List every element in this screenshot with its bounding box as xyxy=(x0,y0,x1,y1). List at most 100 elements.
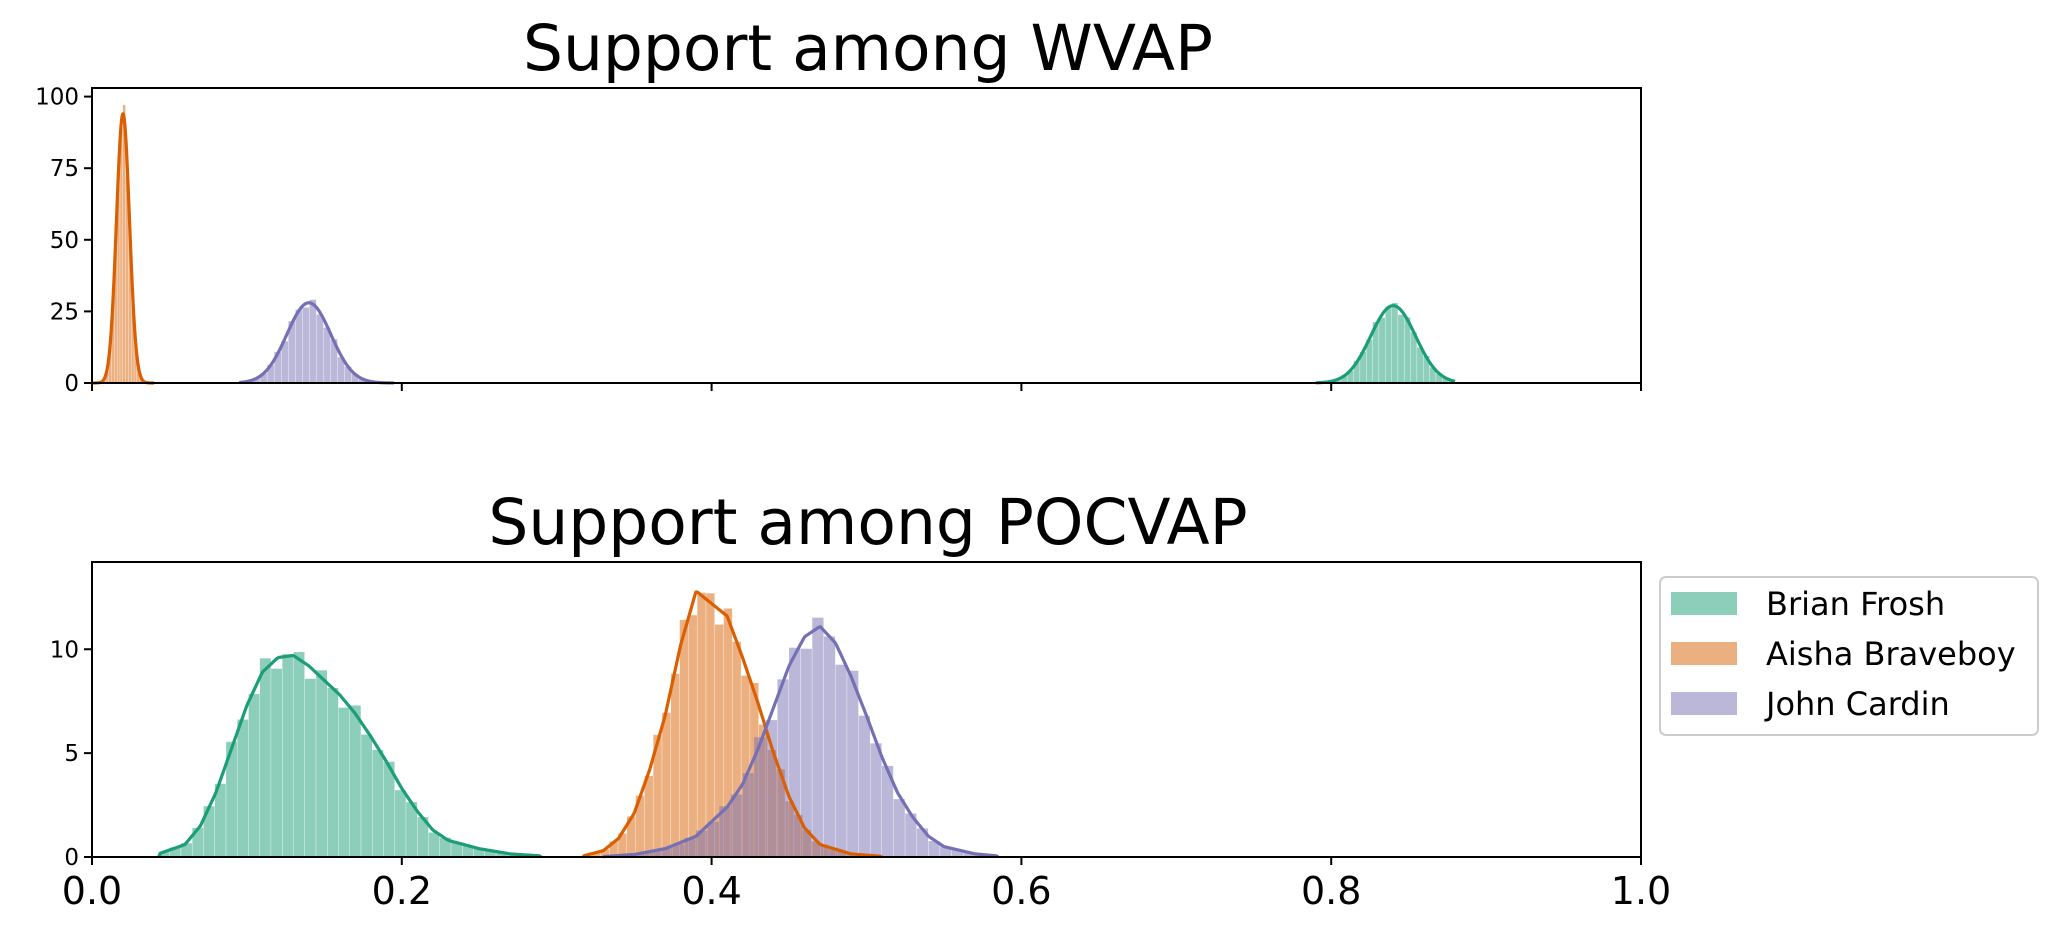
histogram-bar-cardin xyxy=(881,765,894,857)
histogram-bar-cardin xyxy=(274,351,282,383)
histogram-bar-braveboy xyxy=(626,816,636,857)
histogram-bar-frosh xyxy=(1379,317,1386,383)
histogram-bar-frosh xyxy=(406,802,418,857)
histogram-bar-braveboy xyxy=(111,302,115,383)
histogram-bar-braveboy xyxy=(134,345,137,383)
histogram-bar-cardin xyxy=(684,837,696,857)
histogram-bar-frosh xyxy=(214,783,226,857)
histogram-bar-cardin xyxy=(812,617,824,857)
histogram-bar-frosh xyxy=(1366,339,1373,383)
legend-box xyxy=(1659,576,2039,736)
legend-swatch-frosh xyxy=(1671,592,1737,615)
histogram-bar-braveboy xyxy=(706,593,715,857)
histogram-bar-frosh xyxy=(349,705,361,857)
histogram-bar-braveboy xyxy=(688,615,697,857)
histogram-bar-braveboy xyxy=(679,619,689,857)
y-tick-label: 75 xyxy=(50,156,79,182)
histogram-bar-cardin xyxy=(672,844,685,857)
legend-label-frosh: Brian Frosh xyxy=(1766,585,1945,623)
histogram-bar-frosh xyxy=(1347,370,1354,383)
histogram-bar-frosh xyxy=(304,678,316,857)
histogram-bar-frosh xyxy=(192,827,204,857)
y-axis-pocvap: 0 5 10 xyxy=(50,637,92,871)
x-tick-label: 0.6 xyxy=(991,869,1051,913)
legend-swatch-braveboy xyxy=(1671,642,1737,665)
histogram-bar-cardin xyxy=(638,852,650,857)
histogram-bars-wvap xyxy=(92,104,1455,384)
histogram-bar-frosh xyxy=(1429,367,1436,383)
histogram-bar-cardin xyxy=(316,314,324,383)
histogram-bar-cardin xyxy=(730,794,743,857)
density-lines-pocvap xyxy=(157,590,1000,859)
histogram-bar-cardin xyxy=(823,636,836,857)
histogram-bar-cardin xyxy=(351,374,359,383)
histogram-bar-braveboy xyxy=(591,852,601,857)
histogram-bar-frosh xyxy=(293,652,305,857)
histogram-bar-frosh xyxy=(462,846,474,857)
histogram-bar-frosh xyxy=(1436,373,1443,383)
chart-title-wvap: Support among WVAP xyxy=(523,12,1213,85)
histogram-bar-frosh xyxy=(1423,355,1430,383)
histogram-bar-cardin xyxy=(963,852,975,857)
y-tick-label: 50 xyxy=(50,228,79,254)
legend-label-braveboy: Aisha Braveboy xyxy=(1766,635,2016,673)
histogram-bar-frosh xyxy=(1372,322,1379,383)
histogram-bar-braveboy xyxy=(117,170,120,383)
histogram-bar-cardin xyxy=(928,841,940,857)
histogram-bar-frosh xyxy=(259,658,271,857)
histogram-bar-braveboy xyxy=(128,231,132,383)
histogram-bar-cardin xyxy=(323,327,331,383)
histogram-bar-cardin xyxy=(893,799,905,857)
legend-label-cardin: John Cardin xyxy=(1764,685,1950,723)
density-line-cardin xyxy=(602,625,1000,859)
histogram-bar-cardin xyxy=(835,664,847,857)
y-tick-label: 5 xyxy=(64,741,79,767)
histogram-bar-braveboy xyxy=(618,833,627,857)
histogram-bar-frosh xyxy=(1442,377,1449,383)
histogram-bar-cardin xyxy=(302,307,310,383)
histogram-bar-frosh xyxy=(169,847,181,857)
histogram-bar-cardin xyxy=(858,715,870,857)
histogram-bar-braveboy xyxy=(635,795,645,857)
histogram-bar-cardin xyxy=(696,830,708,857)
density-lines-wvap xyxy=(90,112,1457,385)
histogram-bar-cardin xyxy=(777,679,789,857)
histogram-bar-braveboy xyxy=(653,734,662,857)
histogram-bar-frosh xyxy=(439,837,451,857)
histogram-bar-frosh xyxy=(1410,332,1417,383)
histogram-bar-braveboy xyxy=(732,641,741,857)
histogram-bar-cardin xyxy=(765,720,778,857)
histogram-bar-frosh xyxy=(203,806,215,857)
x-axis-wvap xyxy=(91,383,1642,391)
histogram-bar-cardin xyxy=(649,850,661,857)
histogram-bar-cardin xyxy=(288,321,296,383)
axes-frame-wvap xyxy=(91,87,1642,384)
histogram-bar-frosh xyxy=(484,850,496,857)
histogram-bar-cardin xyxy=(260,373,267,383)
density-line-braveboy xyxy=(90,112,156,385)
histogram-bar-braveboy xyxy=(137,366,140,383)
histogram-bar-frosh xyxy=(1404,317,1411,383)
histogram-bar-cardin xyxy=(847,670,859,857)
histogram-bar-cardin xyxy=(800,648,812,857)
axes-frame-pocvap xyxy=(91,561,1642,858)
histogram-bar-cardin xyxy=(940,846,952,857)
panel-wvap: Support among WVAP 0 25 50 75 100 xyxy=(35,12,1642,397)
histogram-bar-frosh xyxy=(1341,375,1347,383)
histogram-bars-pocvap xyxy=(158,592,998,857)
x-tick-label: 0.2 xyxy=(372,869,432,913)
histogram-bar-cardin xyxy=(358,379,366,383)
histogram-bar-braveboy xyxy=(670,673,680,857)
histogram-bar-cardin xyxy=(905,813,917,857)
histogram-bar-frosh xyxy=(226,741,237,857)
histogram-bar-frosh xyxy=(372,749,384,857)
x-tick-label: 0.8 xyxy=(1301,869,1361,913)
histogram-bar-frosh xyxy=(338,707,350,857)
histogram-bar-cardin xyxy=(719,806,731,857)
histogram-bar-cardin xyxy=(707,821,719,857)
y-tick-label: 10 xyxy=(50,637,79,663)
histogram-bar-cardin xyxy=(951,849,963,857)
histogram-bar-cardin xyxy=(661,847,673,857)
histogram-bar-braveboy xyxy=(662,712,671,857)
histogram-bar-cardin xyxy=(295,309,303,383)
